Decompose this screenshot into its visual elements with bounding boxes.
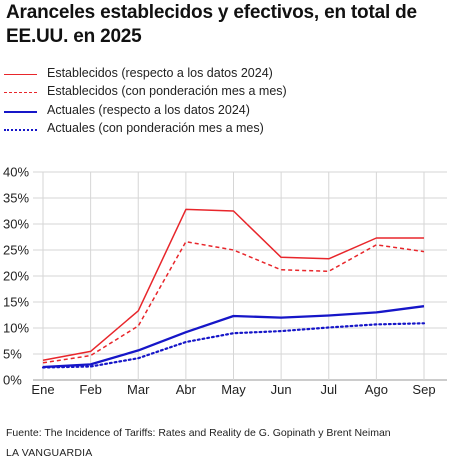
x-tick-label: Ene [31, 382, 54, 397]
x-tick-label: May [221, 382, 246, 397]
series-line-3 [41, 322, 426, 369]
y-tick-label: 40% [3, 165, 29, 180]
legend: Establecidos (respecto a los datos 2024)… [0, 0, 449, 140]
y-tick-label: 15% [3, 295, 29, 310]
y-tick-label: 35% [3, 191, 29, 206]
y-tick-label: 20% [3, 269, 29, 284]
legend-swatch-0 [4, 74, 37, 75]
y-tick-label: 25% [3, 243, 29, 258]
legend-swatch-1 [4, 92, 37, 93]
x-tick-label: Jun [271, 382, 292, 397]
legend-swatch-2 [4, 111, 37, 113]
legend-label-2: Actuales (respecto a los datos 2024) [47, 103, 250, 117]
x-tick-label: Sep [412, 382, 435, 397]
x-tick-label: Mar [127, 382, 150, 397]
brand-label: LA VANGUARDIA [6, 447, 93, 459]
y-tick-label: 10% [3, 321, 29, 336]
source-note: Fuente: The Incidence of Tariffs: Rates … [6, 427, 391, 439]
y-tick-label: 0% [3, 373, 22, 388]
legend-label-3: Actuales (con ponderación mes a mes) [47, 121, 264, 135]
series-line-2 [42, 305, 425, 369]
series-line-1 [42, 240, 425, 364]
x-tick-label: Feb [79, 382, 101, 397]
y-tick-label: 30% [3, 217, 29, 232]
x-tick-label: Abr [176, 382, 197, 397]
x-tick-label: Ago [365, 382, 388, 397]
y-tick-label: 5% [3, 347, 22, 362]
x-tick-label: Jul [320, 382, 337, 397]
legend-label-1: Establecidos (con ponderación mes a mes) [47, 84, 287, 98]
legend-label-0: Establecidos (respecto a los datos 2024) [47, 66, 273, 80]
series-line-0 [42, 208, 424, 361]
chart-title: Aranceles establecidos y efectivos, en t… [6, 2, 417, 47]
legend-swatch-3 [4, 129, 37, 131]
